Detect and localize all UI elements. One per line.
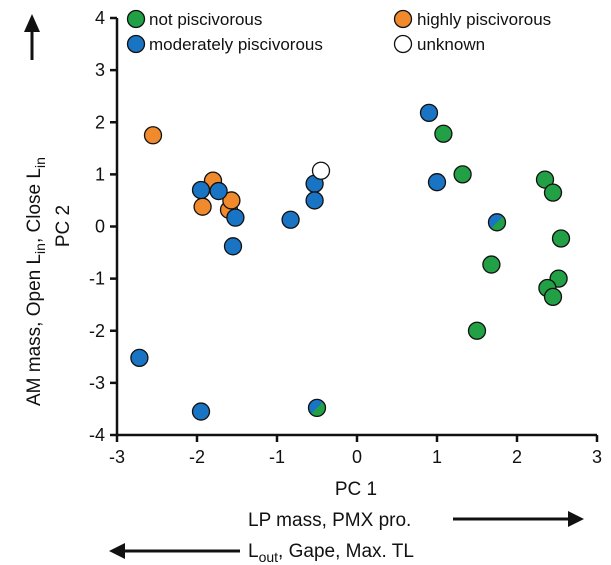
y-positive-label-sub1: in — [32, 243, 48, 254]
data-point-moderately — [209, 181, 228, 201]
legend-marker-highly-piscivorous — [393, 9, 413, 29]
axes — [115, 18, 597, 437]
data-point-mixed-half — [490, 216, 506, 231]
data-point-not — [551, 229, 571, 248]
data-points — [130, 103, 571, 421]
legend-item-not-piscivorous: not piscivorous — [126, 9, 262, 29]
y-tick-label: -2 — [89, 321, 105, 341]
x-negative-arrow — [109, 543, 240, 559]
data-point-mixed — [307, 398, 327, 418]
data-point-moderately — [427, 173, 447, 192]
data-point-moderately — [130, 348, 149, 368]
y-tick-label: 3 — [95, 60, 105, 80]
legend-label-unknown: unknown — [417, 35, 485, 54]
x-tick-label: 2 — [512, 447, 522, 467]
y-tick-label: -1 — [89, 269, 105, 289]
y-positive-label-sub2: in — [32, 157, 48, 168]
data-point-not — [543, 287, 563, 307]
legend-item-highly-piscivorous: highly piscivorous — [393, 9, 551, 29]
legend-label-moderately-piscivorous: moderately piscivorous — [149, 35, 323, 54]
data-point-highly — [222, 191, 241, 210]
data-point-not — [434, 124, 453, 143]
data-point-moderately — [223, 237, 243, 256]
data-point-highly — [193, 197, 212, 216]
y-positive-label-part2: , Close L — [24, 168, 45, 243]
y-tick-label: 4 — [95, 8, 105, 28]
data-point-mixed — [487, 213, 507, 232]
y-tick-label: 0 — [95, 217, 105, 237]
x-axis-label: PC 1 — [335, 479, 377, 500]
y-axis-label: PC 2 — [53, 205, 74, 247]
x-tick-label: -3 — [109, 447, 125, 467]
data-point-not — [482, 255, 501, 274]
data-point-highly — [143, 126, 163, 145]
x-negative-label-rest: , Gape, Max. TL — [278, 541, 414, 562]
data-point-mixed-outline — [307, 398, 327, 418]
data-point-not — [453, 165, 472, 184]
legend-marker-unknown — [393, 34, 413, 54]
y-positive-label-part1: AM mass, Open L — [24, 254, 45, 406]
y-tick-label: 1 — [95, 164, 105, 184]
x-negative-label-sub: out — [259, 549, 279, 565]
legend-label-not-piscivorous: not piscivorous — [149, 10, 262, 29]
y-tick-label: -4 — [89, 425, 105, 445]
ticks — [110, 16, 599, 442]
legend: not piscivorous highly piscivorous moder… — [126, 9, 551, 54]
data-point-moderately — [226, 208, 245, 227]
legend-marker-not-piscivorous — [126, 9, 146, 29]
x-negative-label-main: L — [248, 541, 259, 562]
data-point-mixed-outline — [487, 213, 507, 232]
x-tick-label: -2 — [189, 447, 205, 467]
data-point-moderately — [191, 180, 211, 200]
x-tick-label: -1 — [269, 447, 285, 467]
y-positive-label: AM mass, Open Lin, Close Lin — [24, 157, 48, 406]
data-point-not — [467, 321, 487, 340]
data-point-moderately — [305, 191, 324, 210]
data-point-mixed-half — [310, 401, 326, 417]
legend-label-highly-piscivorous: highly piscivorous — [417, 10, 551, 29]
data-point-not — [535, 170, 555, 189]
legend-marker-moderately-piscivorous — [126, 34, 146, 54]
x-positive-label: LP mass, PMX pro. — [248, 510, 411, 531]
x-positive-arrow — [453, 511, 584, 527]
x-negative-label: Lout, Gape, Max. TL — [248, 541, 414, 565]
x-tick-label: 0 — [352, 447, 362, 467]
x-tick-label: 1 — [432, 447, 442, 467]
legend-item-moderately-piscivorous: moderately piscivorous — [126, 34, 323, 54]
data-point-not — [543, 183, 563, 202]
data-point-unknown — [311, 161, 331, 180]
x-tick-label: 3 — [592, 447, 602, 467]
y-tick-label: 2 — [95, 112, 105, 132]
data-point-moderately — [191, 402, 211, 421]
y-positive-arrow — [24, 14, 40, 60]
y-tick-label: -3 — [89, 373, 105, 393]
data-point-moderately — [281, 210, 300, 229]
legend-item-unknown: unknown — [393, 34, 485, 54]
data-point-moderately — [419, 103, 439, 123]
